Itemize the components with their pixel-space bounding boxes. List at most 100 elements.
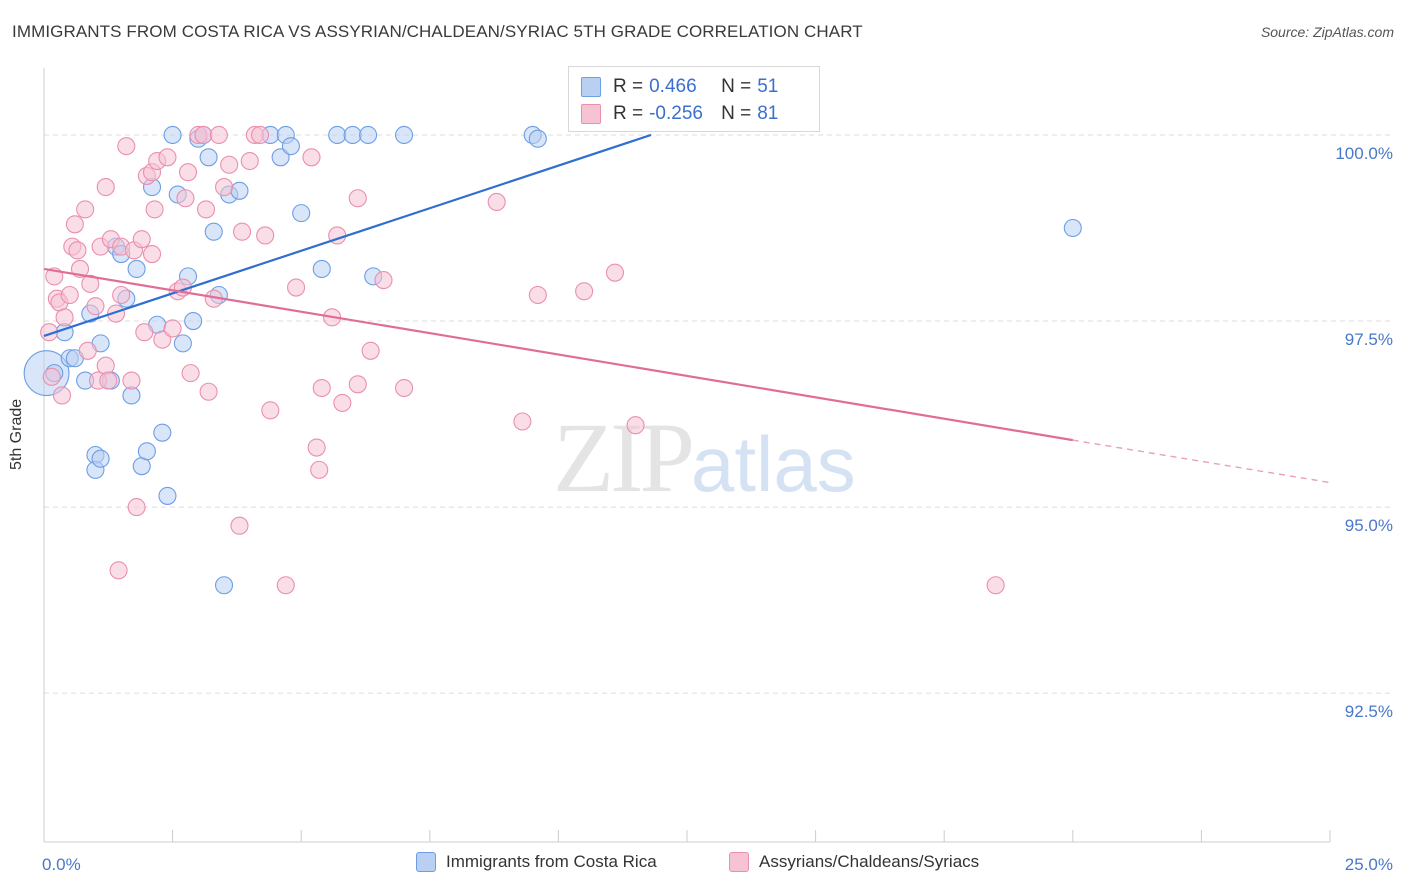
costa-rica-point [163, 125, 182, 145]
assyrian-point [276, 576, 295, 595]
watermark: ZIPatlas [553, 400, 856, 515]
assyrian-point [81, 274, 100, 293]
assyrian-point [60, 285, 79, 305]
assyrian-point [605, 263, 625, 282]
assyrian-point [333, 393, 352, 412]
costa-rica-point [292, 204, 311, 223]
assyrian-point [196, 200, 216, 219]
assyrian-legend-label: Assyrians/Chaldeans/Syriacs [759, 852, 980, 871]
source-label: Source: ZipAtlas.com [1260, 24, 1394, 40]
assyrian-point [42, 367, 61, 386]
assyrian-point [153, 330, 172, 349]
assyrian-point [132, 230, 151, 249]
r-value: 0.466 [649, 76, 697, 97]
assyrian-point [117, 137, 136, 156]
assyrian-point [513, 412, 532, 431]
assyrian-trend-line [43, 267, 1073, 442]
assyrian-point [106, 304, 126, 323]
r-label: R = [613, 76, 644, 97]
assyrian-swatch [581, 104, 601, 124]
assyrian-point [287, 278, 306, 297]
costa-rica-point [158, 486, 177, 505]
assyrian-point [99, 371, 118, 390]
assyrian-point [158, 148, 177, 167]
assyrian-point [256, 226, 275, 245]
assyrian-point [250, 125, 270, 145]
assyrian-point [178, 163, 198, 182]
y-tick-label: 97.5% [1345, 330, 1393, 349]
costa-rica-point [281, 137, 300, 156]
costa-rica-point [395, 125, 414, 145]
assyrian-point [348, 189, 367, 208]
assyrian-point [122, 371, 141, 390]
costa-rica-point [230, 181, 249, 200]
assyrian-point [307, 438, 326, 457]
bottom-legend-assyrian: Assyrians/Chaldeans/Syriacs [729, 852, 979, 872]
assyrian-point [96, 178, 115, 197]
watermark-atlas: atlas [691, 420, 856, 508]
costa-rica-point [204, 222, 223, 241]
costa-rica-point [153, 423, 172, 442]
assyrian-point [310, 460, 329, 479]
costa-rica-legend-swatch [416, 852, 436, 872]
y-tick-label: 95.0% [1345, 516, 1393, 535]
n-value: 51 [757, 76, 779, 97]
costa-rica-point [91, 449, 110, 468]
assyrian-point [78, 341, 97, 360]
assyrian-point [194, 125, 213, 145]
y-tick-label: 92.5% [1345, 702, 1393, 721]
assyrian-point [230, 516, 249, 535]
assyrian-point [68, 241, 87, 260]
assyrian-point [163, 319, 182, 338]
assyrian-point [109, 561, 128, 580]
r-label: R = [613, 103, 644, 124]
costa-rica-point [271, 148, 290, 167]
n-label: N = [721, 76, 752, 97]
assyrian-point [220, 155, 239, 174]
assyrian-point [65, 215, 84, 234]
assyrian-point [135, 323, 154, 342]
assyrian-point [181, 364, 200, 383]
assyrian-point [240, 151, 259, 171]
assyrian-point [96, 356, 115, 375]
watermark-zip: ZIP [553, 402, 695, 513]
assyrian-point [145, 200, 164, 219]
assyrian-point [232, 222, 252, 241]
assyrian-point [127, 498, 146, 517]
costa-rica-point [214, 576, 234, 595]
assyrian-point [199, 382, 218, 401]
assyrian-point [528, 285, 547, 305]
costa-rica-trend-line [43, 133, 652, 337]
assyrian-point [626, 416, 645, 435]
assyrian-point [302, 148, 321, 167]
bottom-legend-costa-rica: Immigrants from Costa Rica [416, 852, 657, 872]
assyrian-point [986, 576, 1005, 595]
assyrian-point [112, 285, 131, 305]
costa-rica-point [359, 125, 378, 145]
costa-rica-point [528, 129, 547, 148]
costa-rica-swatch [581, 77, 601, 97]
costa-rica-point [343, 125, 362, 145]
assyrian-point [76, 200, 95, 219]
assyrian-point [261, 401, 280, 420]
r-value: -0.256 [649, 103, 703, 124]
x-tick-label: 25.0% [1345, 855, 1393, 874]
costa-rica-legend-label: Immigrants from Costa Rica [446, 852, 657, 871]
costa-rica-point [137, 442, 156, 461]
stats-legend: R = 0.466 N = 51 R = -0.256 N = 81 [568, 66, 820, 132]
assyrian-legend-swatch [729, 852, 749, 872]
y-tick-label: 100.0% [1335, 144, 1393, 163]
assyrian-point [487, 192, 506, 212]
assyrian-point [575, 282, 594, 301]
assyrian-point [55, 308, 74, 327]
assyrian-point [374, 271, 393, 290]
assyrian-point [361, 341, 380, 360]
costa-rica-point [312, 259, 331, 278]
costa-rica-point [328, 125, 347, 145]
n-label: N = [721, 103, 752, 124]
assyrian-point [209, 125, 228, 145]
n-value: 81 [757, 103, 779, 124]
costa-rica-point [184, 311, 203, 331]
assyrian-point [176, 189, 195, 208]
